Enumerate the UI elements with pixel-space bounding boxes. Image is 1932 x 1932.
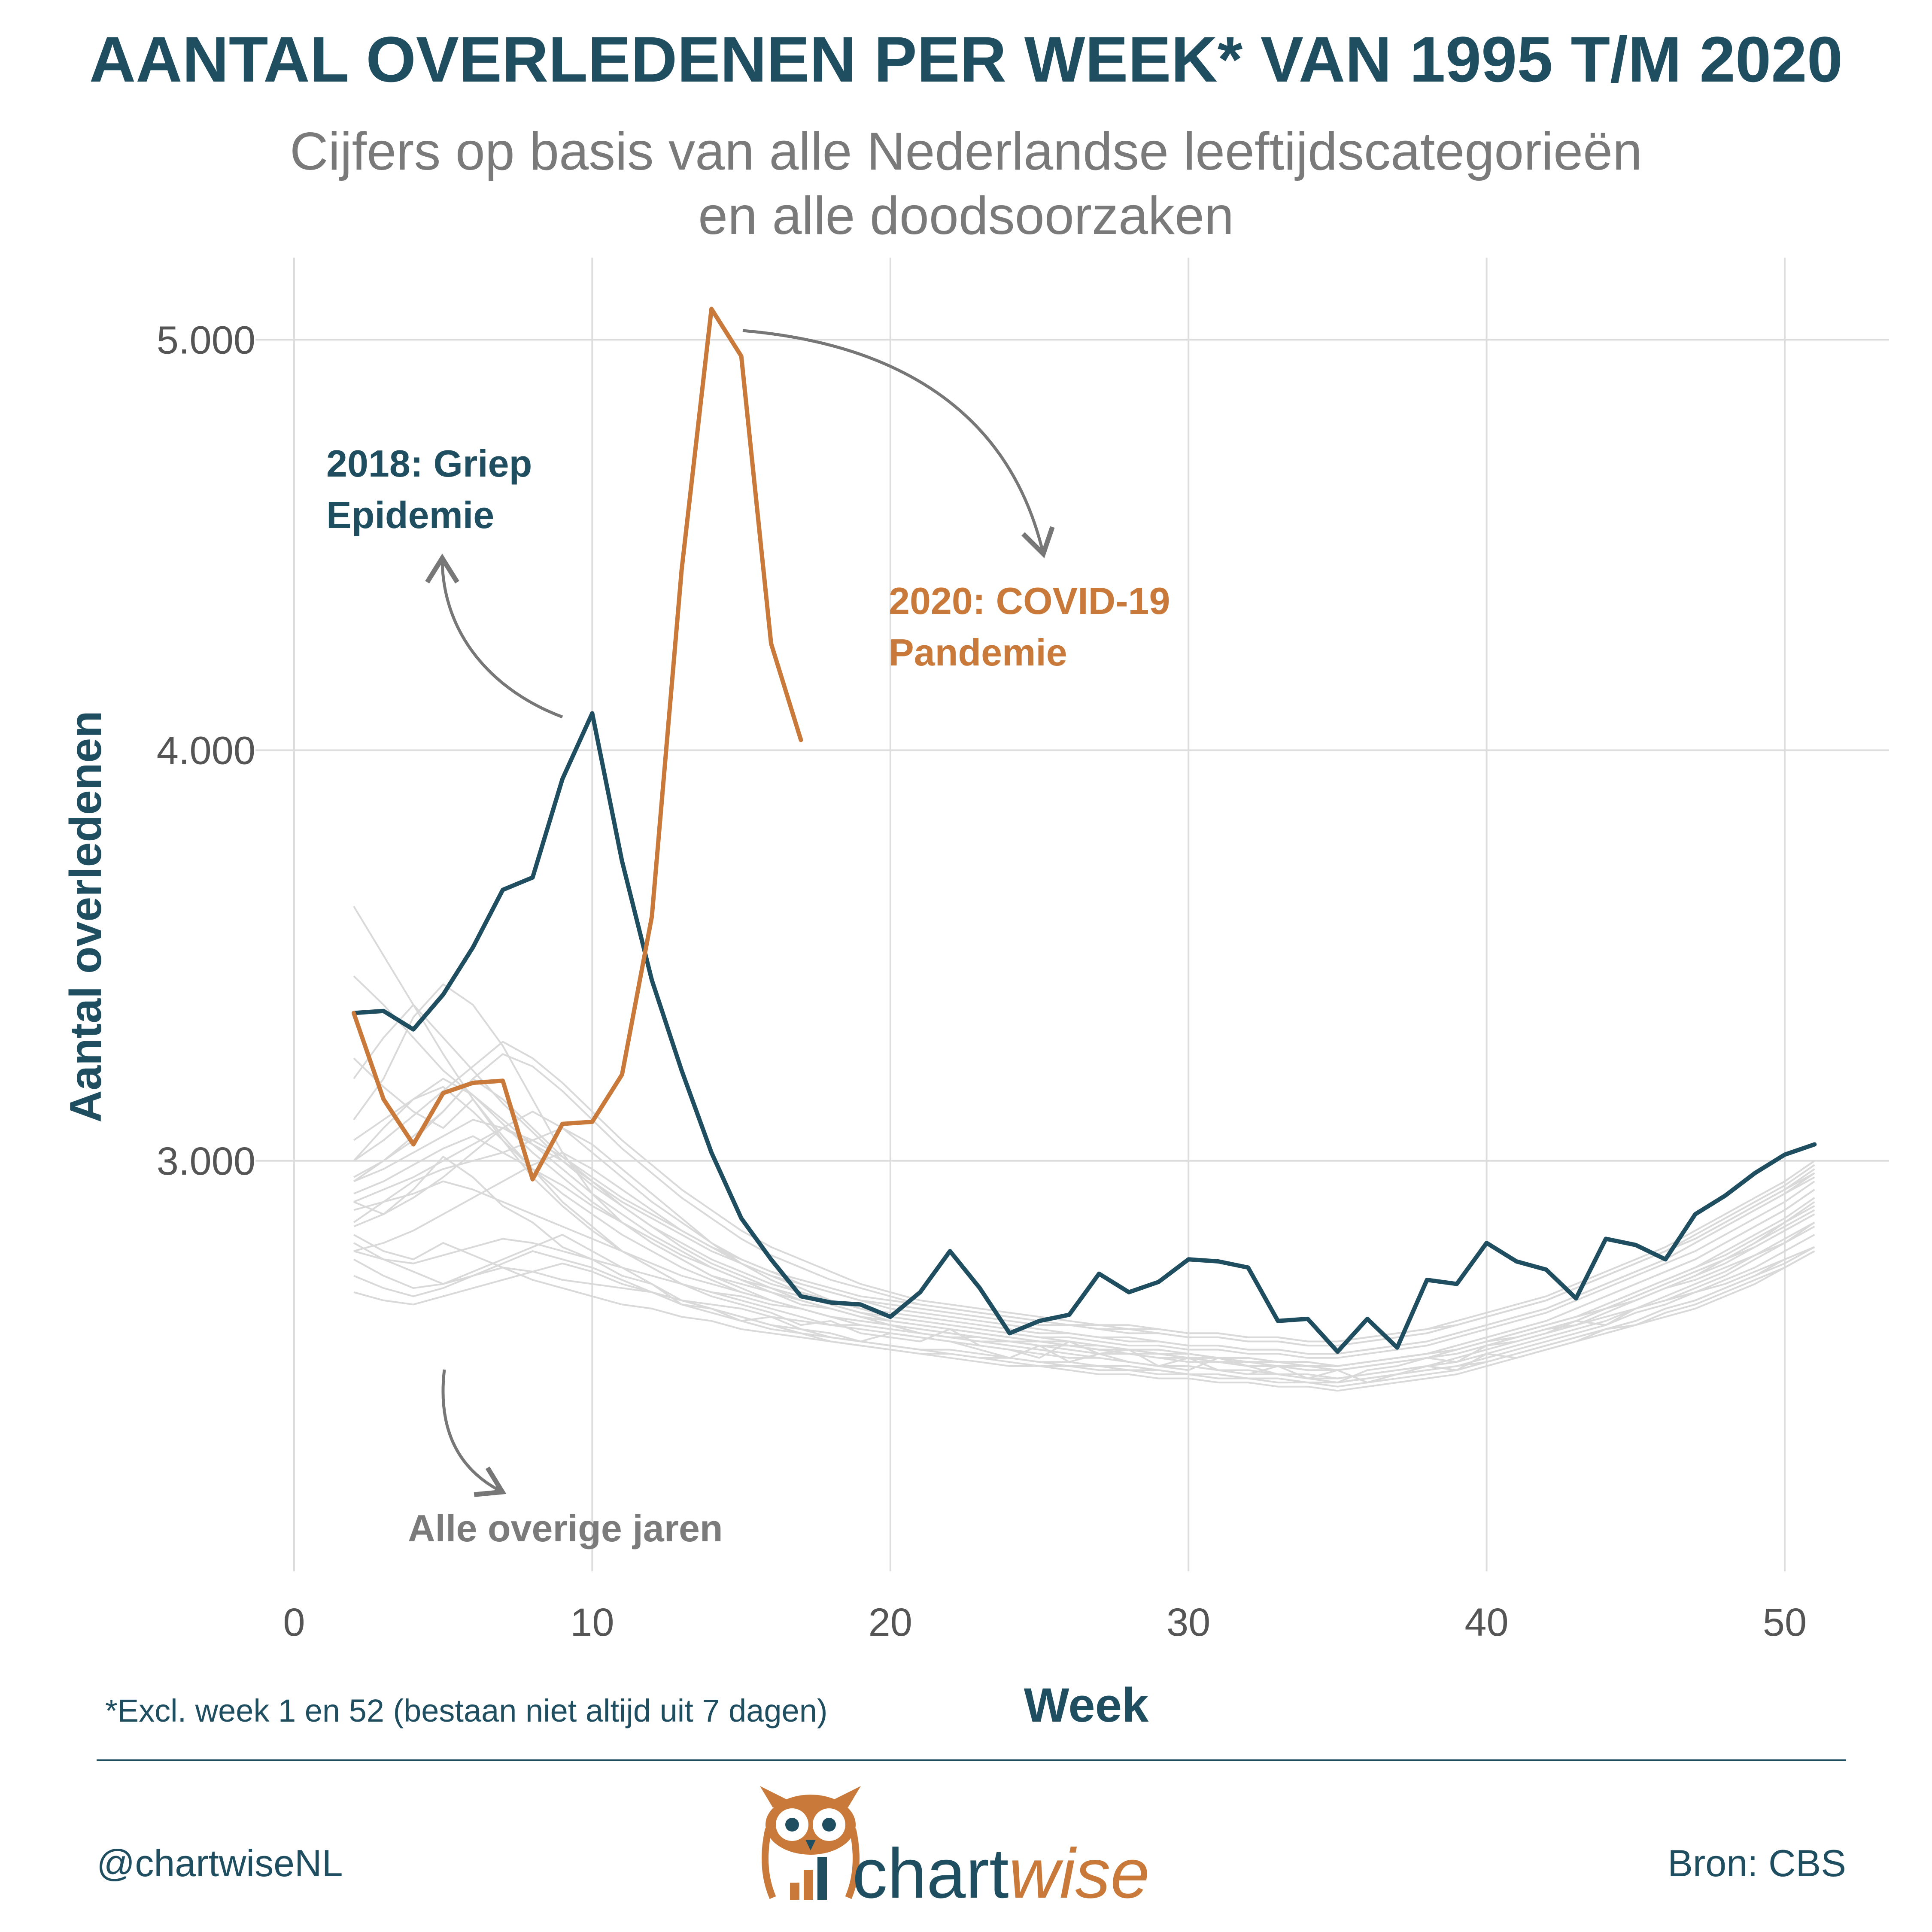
footnote: *Excl. week 1 en 52 (bestaan niet altijd…	[105, 1693, 828, 1728]
covid-arrow	[742, 329, 1055, 559]
highlight-lines	[351, 307, 1817, 1354]
x-tick-label: 10	[570, 1601, 614, 1644]
chartwise-logo: chartwise	[760, 1786, 1150, 1913]
series-line-2019	[353, 1119, 1815, 1347]
logo-text-chart: chart	[852, 1834, 1009, 1913]
series-line-2018	[351, 711, 1817, 1354]
chart-subtitle-line2: en alle doodsoorzaken	[698, 186, 1234, 246]
annotation-flu-line1: 2018: Griep	[326, 442, 532, 485]
annotation-covid-line2: Pandemie	[889, 631, 1067, 674]
x-tick-label: 20	[869, 1601, 912, 1644]
series-line-2017	[353, 1004, 1815, 1355]
series-line-2002	[353, 1233, 1815, 1384]
series-line-2000	[353, 905, 1815, 1379]
tick-labels: 0 10 20 30 40 50 3.000 4.000 5.000	[157, 318, 1807, 1644]
logo-text-wise: wise	[1009, 1834, 1150, 1913]
other-years-arrow	[441, 1369, 507, 1497]
footer-source: Bron: CBS	[1668, 1842, 1846, 1884]
owl-icon	[760, 1786, 861, 1899]
series-line-2009	[353, 1078, 1815, 1367]
series-line-1995	[353, 1156, 1815, 1384]
series-line-2007	[353, 1246, 1815, 1384]
series-line-2004	[353, 1242, 1815, 1388]
y-tick-label: 4.000	[157, 729, 255, 773]
chart-subtitle-line1: Cijfers op basis van alle Nederlandse le…	[290, 122, 1642, 181]
y-tick-label: 3.000	[157, 1139, 255, 1183]
logo-text: chartwise	[852, 1834, 1150, 1913]
series-line-2011	[353, 1135, 1815, 1359]
other-years-lines	[353, 905, 1815, 1392]
footer-handle[interactable]: @chartwiseNL	[97, 1842, 343, 1884]
x-tick-label: 40	[1464, 1601, 1508, 1644]
x-tick-label: 50	[1763, 1601, 1807, 1644]
y-axis-title: Aantal overledenen	[61, 711, 111, 1122]
series-line-2010	[353, 1180, 1815, 1367]
x-tick-label: 0	[283, 1601, 305, 1644]
annotation-other-years: Alle overige jaren	[408, 1507, 723, 1549]
annotation-covid-line1: 2020: COVID-19	[889, 580, 1170, 622]
series-line-2006	[353, 1250, 1815, 1392]
x-axis-title: Week	[1024, 1678, 1149, 1732]
chart-title: AANTAL OVERLEDENEN PER WEEK* VAN 1995 T/…	[89, 23, 1843, 95]
series-line-2014	[353, 1226, 1815, 1367]
series-line-2020	[351, 307, 803, 1182]
x-tick-label: 30	[1166, 1601, 1210, 1644]
annotation-flu-line2: Epidemie	[326, 494, 494, 536]
bars-icon	[790, 1857, 827, 1900]
flu-arrow	[425, 553, 563, 719]
y-tick-label: 5.000	[157, 318, 255, 362]
